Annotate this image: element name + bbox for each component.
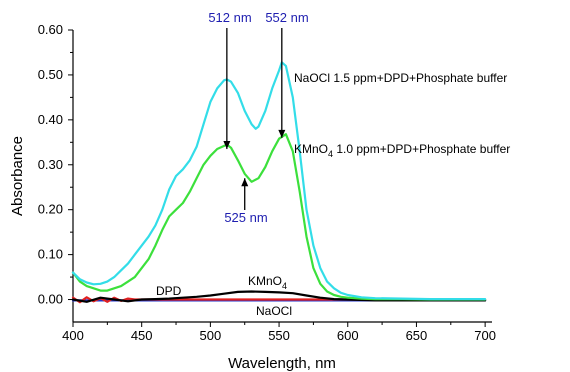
- dpd-label: DPD: [156, 284, 182, 298]
- peak-552-label: 552 nm: [265, 10, 308, 25]
- x-tick-label: 400: [62, 328, 84, 343]
- y-tick-label: 0.00: [38, 292, 63, 307]
- peak-512-label: 512 nm: [208, 10, 251, 25]
- peak-arrows: [223, 28, 286, 210]
- kmno4-label-main: KMnO: [294, 142, 328, 156]
- y-tick-label: 0.30: [38, 157, 63, 172]
- kmno4-label-sub: 4: [328, 149, 333, 159]
- naocl-series-label: NaOCl 1.5 ppm+DPD+Phosphate buffer: [294, 71, 507, 85]
- y-axis-title: Absorbance: [9, 136, 26, 216]
- kmno4-small-main: KMnO: [248, 274, 282, 288]
- y-tick-label: 0.60: [38, 22, 63, 37]
- x-tick-label: 600: [337, 328, 359, 343]
- x-tick-label: 650: [406, 328, 428, 343]
- y-ticks: 0.00 0.10 0.20 0.30 0.40 0.50 0.60: [38, 22, 73, 307]
- y-tick-label: 0.10: [38, 247, 63, 262]
- x-tick-label: 450: [131, 328, 153, 343]
- x-ticks: 400 450 500 550 600 650 700: [62, 322, 496, 343]
- arrow-512-head: [223, 141, 231, 150]
- kmno4-small-label: KMnO4: [248, 274, 287, 291]
- x-tick-label: 500: [200, 328, 222, 343]
- arrow-552-head: [278, 129, 286, 138]
- y-tick-label: 0.40: [38, 112, 63, 127]
- naocl-small-label: NaOCl: [256, 304, 292, 318]
- arrow-525-head: [241, 178, 249, 187]
- x-tick-label: 700: [474, 328, 496, 343]
- kmno4-series-label: KMnO4 1.0 ppm+DPD+Phosphate buffer: [294, 142, 510, 159]
- series-line-1: [71, 61, 487, 301]
- y-tick-label: 0.20: [38, 202, 63, 217]
- x-axis-title: Wavelength, nm: [228, 355, 336, 372]
- series-line-3: [71, 290, 487, 303]
- y-tick-label: 0.50: [38, 67, 63, 82]
- peak-525-label: 525 nm: [224, 210, 267, 225]
- series-lines: [71, 61, 487, 304]
- series-line-2: [71, 133, 487, 301]
- x-tick-label: 550: [268, 328, 290, 343]
- kmno4-label-rest: 1.0 ppm+DPD+Phosphate buffer: [333, 142, 510, 156]
- kmno4-small-sub: 4: [282, 281, 287, 291]
